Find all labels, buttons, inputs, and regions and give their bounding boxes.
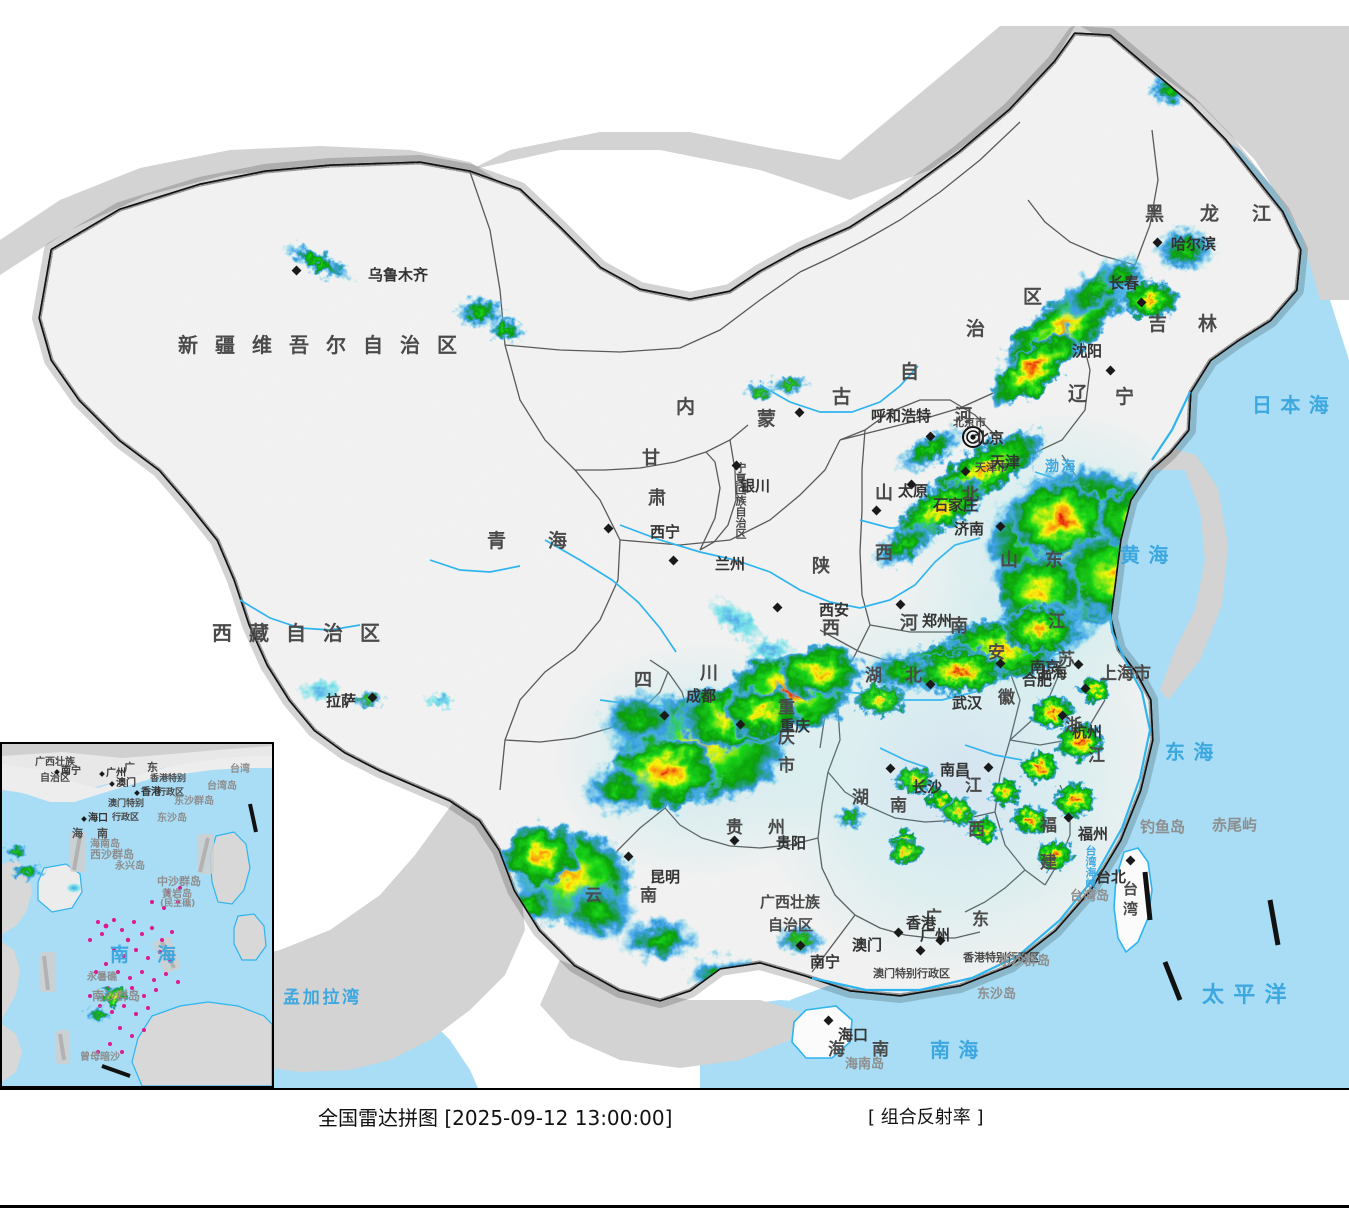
island-specks xyxy=(88,886,182,1054)
south-china-sea-inset[interactable]: 广西壮族 自治区广东香港特别 行政区 澳门特别 行政区海南 南宁 广州 香港 澳门 海口 南海 … xyxy=(0,742,274,1088)
echo-central-scattered xyxy=(834,650,1006,866)
echo-heilongjiang xyxy=(1096,74,1217,320)
capital-marker-beijing xyxy=(962,426,984,448)
legend-panel: 全国雷达拼图 [2025-09-12 13:00:00] [ 组合反射率 ] d… xyxy=(0,1088,1349,1208)
echo-yunnan xyxy=(496,821,756,995)
echo-north-china xyxy=(870,425,1047,570)
echo-xinjiang xyxy=(281,242,525,342)
hainan-island xyxy=(791,1005,853,1059)
radar-map[interactable]: 新疆维吾尔自治区 西藏自治区青海内蒙古自治区甘肃宁夏回族自治区陕西山西河北北京市天… xyxy=(0,0,1349,1088)
echo-chongqing xyxy=(722,644,864,738)
echo-tibet xyxy=(298,679,456,709)
neighbor-land-layer xyxy=(0,26,1349,1072)
legend-product-type: [ 组合反射率 ] xyxy=(868,1107,984,1128)
dash-line-segments xyxy=(1142,871,1281,1001)
taiwan-island xyxy=(1113,847,1153,954)
echo-northwest-small xyxy=(707,375,810,662)
inset-vector-layer xyxy=(2,744,272,1086)
legend-title: 全国雷达拼图 [2025-09-12 13:00:00] xyxy=(318,1106,673,1130)
